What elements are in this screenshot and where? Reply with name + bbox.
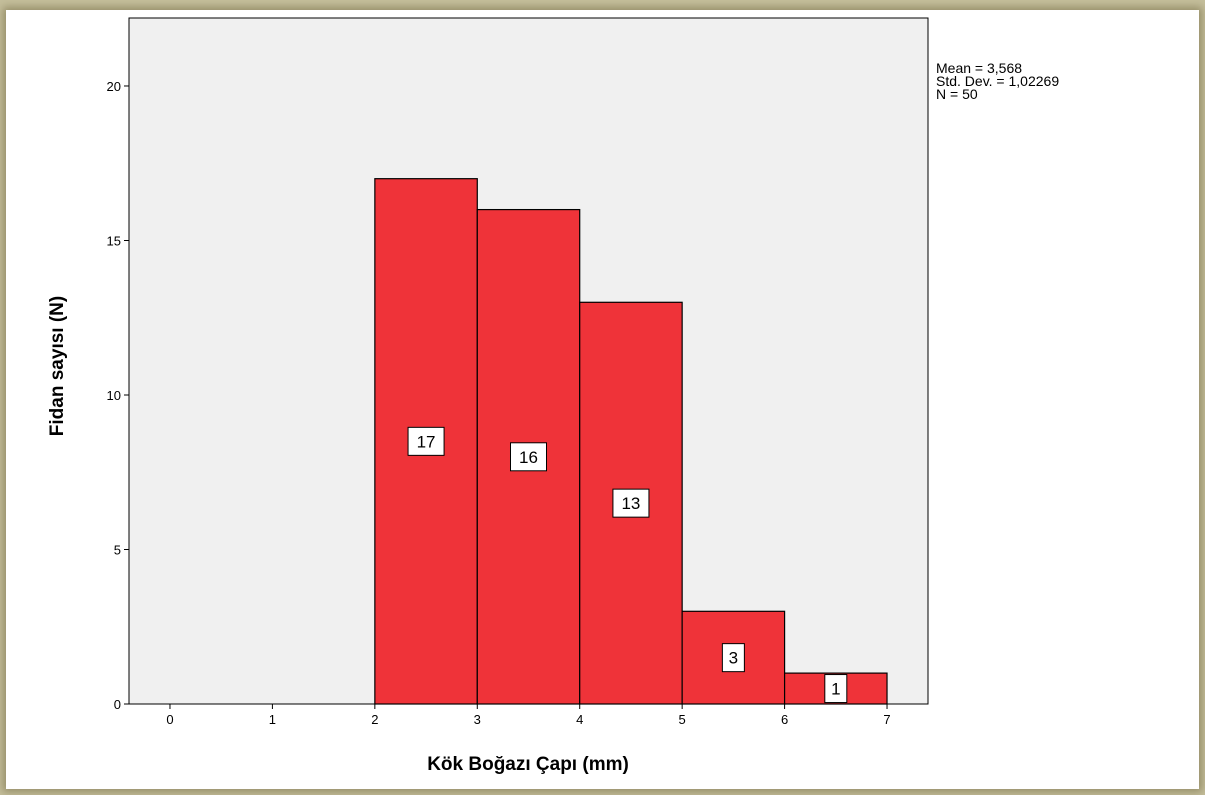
- data-label-box: [721, 643, 745, 673]
- axes-layer: 0 1 2 3 4 5 6 7 0 5 10 15 20: [107, 79, 891, 727]
- x-tick-label: 2: [371, 712, 378, 727]
- x-tick-label: 0: [166, 712, 173, 727]
- bar-data-label: 1: [824, 674, 848, 704]
- histogram-chart: 17 16 13 3 1 0 1 2 3 4 5 6 7 0 5 10 15 20 Fidan sayısı (…: [47, 17, 1059, 775]
- x-tick-label: 1: [269, 712, 276, 727]
- data-label-box: [407, 426, 445, 456]
- data-label-value: 1: [831, 680, 840, 699]
- bar-data-label: 3: [721, 643, 745, 673]
- bar-data-label: 13: [612, 488, 650, 518]
- y-axis-title: Fidan sayısı (N): [47, 296, 68, 436]
- x-tick-label: 6: [781, 712, 788, 727]
- data-label-value: 17: [417, 432, 436, 451]
- bar-data-label: 16: [510, 442, 547, 472]
- y-tick-label: 10: [107, 388, 121, 403]
- y-tick-label: 15: [107, 233, 121, 248]
- data-label-box: [612, 488, 650, 518]
- data-label-value: 13: [621, 494, 640, 513]
- x-axis-title: Kök Boğazı Çapı (mm): [427, 754, 629, 775]
- y-tick-label: 0: [114, 697, 121, 712]
- data-label-box: [824, 674, 848, 704]
- x-tick-label: 5: [679, 712, 686, 727]
- bar-data-label: 17: [407, 426, 445, 456]
- y-tick-label: 20: [107, 79, 121, 94]
- data-label-value: 3: [729, 649, 738, 668]
- y-tick-label: 5: [114, 542, 121, 557]
- x-tick-label: 3: [474, 712, 481, 727]
- stats-mean: Mean = 3,568: [936, 60, 1022, 76]
- x-tick-label: 7: [883, 712, 890, 727]
- x-tick-label: 4: [576, 712, 583, 727]
- data-labels-layer: 17 16 13 3 1: [407, 426, 848, 704]
- data-label-box: [510, 442, 547, 472]
- chart-frame: 17 16 13 3 1 0 1 2 3 4 5 6 7 0 5 10 15 20 Fidan sayısı (…: [6, 10, 1199, 789]
- stats-std-dev: Std. Dev. = 1,02269: [936, 73, 1059, 89]
- data-label-value: 16: [519, 448, 538, 467]
- stats-n: N = 50: [936, 86, 978, 102]
